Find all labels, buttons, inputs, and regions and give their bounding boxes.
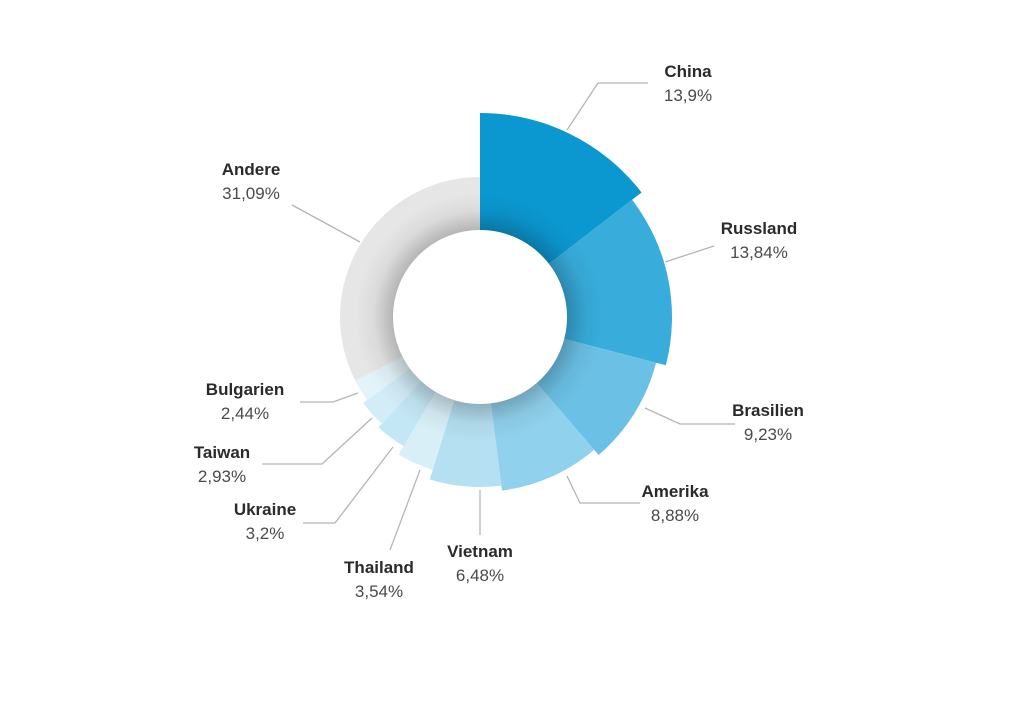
data-label-china: China 13,9%: [664, 60, 712, 108]
category-label: Taiwan: [193, 443, 251, 462]
category-label: Russland: [720, 219, 798, 238]
value-label: 3,2%: [245, 524, 285, 543]
leader-line-thailand: [389, 469, 421, 551]
value-label: 13,9%: [663, 86, 713, 105]
value-label: 31,09%: [222, 184, 280, 203]
data-label-bulgarien: Bulgarien 2,44%: [206, 378, 284, 426]
data-label-vietnam: Vietnam 6,48%: [447, 540, 513, 588]
category-label: China: [664, 62, 712, 81]
data-label-thailand: Thailand 3,54%: [344, 556, 414, 604]
value-label: 2,44%: [220, 404, 270, 423]
category-label: Andere: [221, 160, 281, 179]
data-label-taiwan: Taiwan 2,93%: [194, 441, 250, 489]
value-label: 8,88%: [650, 506, 700, 525]
value-label: 3,54%: [354, 582, 404, 601]
data-label-russland: Russland 13,84%: [721, 217, 798, 265]
data-label-brasilien: Brasilien 9,23%: [732, 399, 804, 447]
category-label: Amerika: [641, 482, 709, 501]
leader-line-china: [566, 82, 648, 131]
leader-line-russland: [664, 245, 715, 263]
leader-line-ukraine: [303, 446, 394, 524]
category-label: Thailand: [344, 558, 414, 577]
leader-line-bulgarien: [300, 392, 359, 403]
category-label: Vietnam: [447, 542, 513, 561]
value-label: 9,23%: [743, 425, 793, 444]
category-label: Bulgarien: [205, 380, 285, 399]
donut-hole: [393, 230, 567, 404]
leader-line-taiwan: [262, 417, 373, 465]
category-label: Brasilien: [732, 401, 804, 420]
value-label: 13,84%: [730, 243, 788, 262]
data-label-ukraine: Ukraine 3,2%: [234, 498, 296, 546]
value-label: 6,48%: [455, 566, 505, 585]
data-label-amerika: Amerika 8,88%: [641, 480, 708, 528]
leader-line-amerika: [566, 475, 640, 504]
category-label: Ukraine: [233, 500, 297, 519]
data-label-andere: Andere 31,09%: [222, 158, 281, 206]
leader-line-andere: [291, 204, 361, 243]
value-label: 2,93%: [197, 467, 247, 486]
leader-line-brasilien: [644, 407, 735, 425]
